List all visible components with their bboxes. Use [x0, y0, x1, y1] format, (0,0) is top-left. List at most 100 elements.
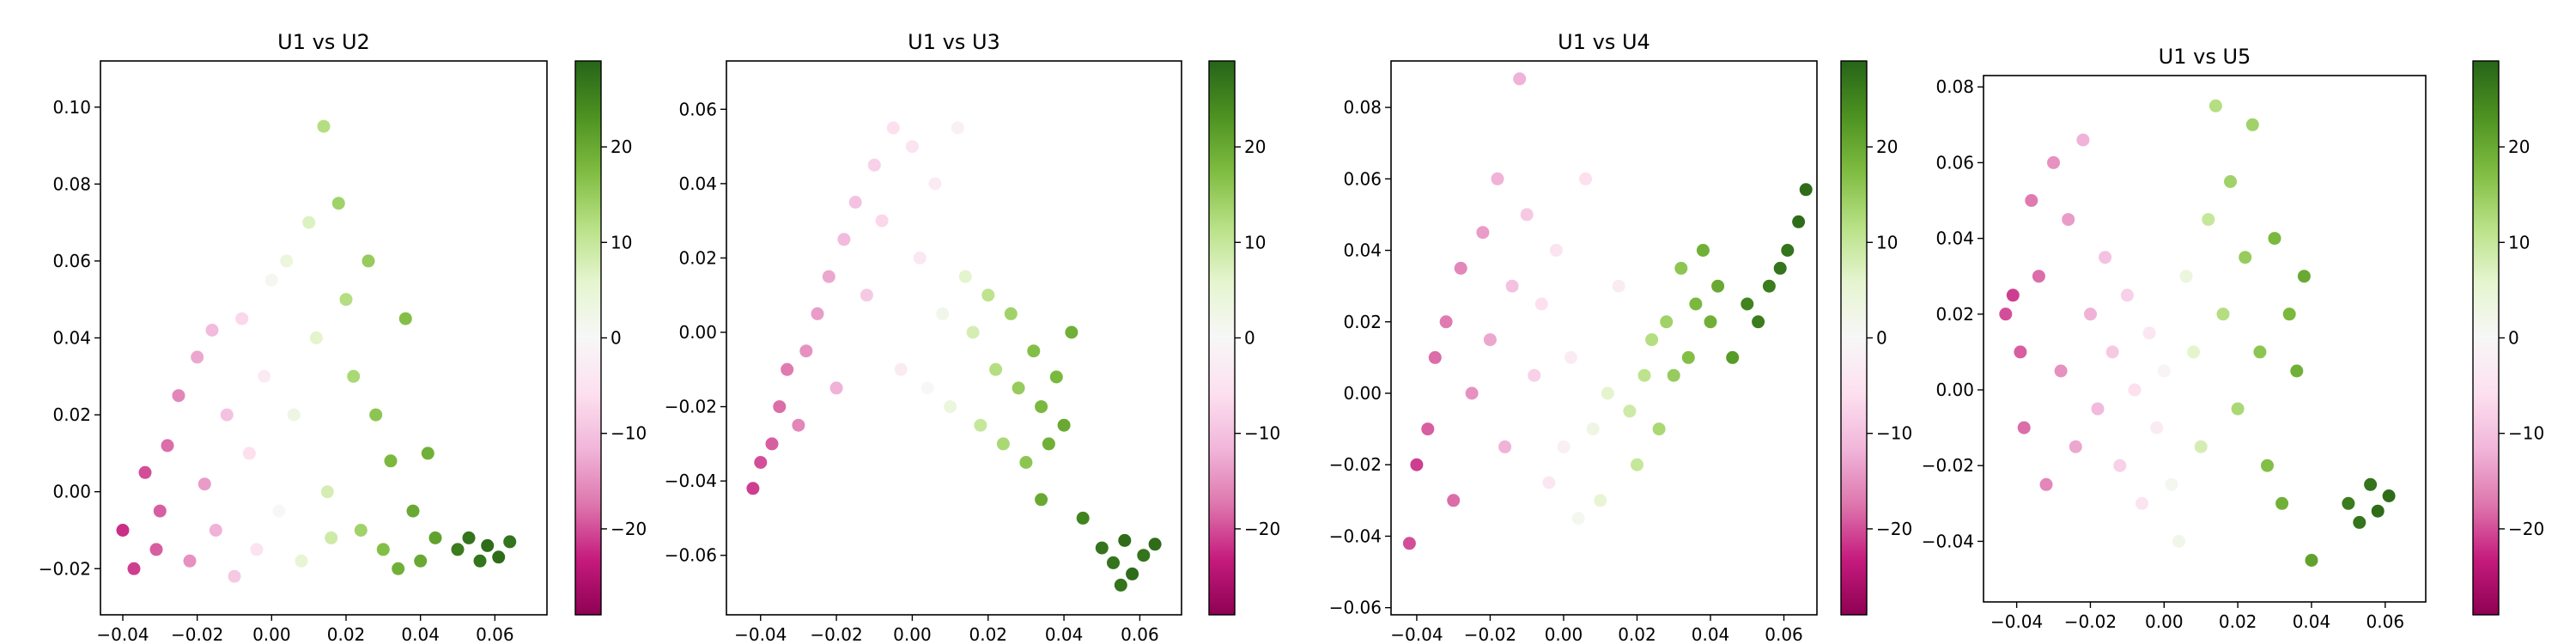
scatter-point	[2054, 364, 2068, 378]
scatter-point	[2128, 383, 2142, 397]
x-tick-label: 0.00	[2145, 611, 2184, 632]
scatter-point	[2136, 496, 2148, 510]
x-tick-label: 0.00	[893, 624, 932, 644]
scatter-points	[746, 121, 1162, 592]
x-tick-label: 0.02	[2219, 611, 2257, 632]
scatter-point	[2297, 270, 2311, 283]
scatter-point	[951, 121, 964, 135]
scatter-point	[1773, 261, 1787, 275]
scatter-point	[1652, 422, 1666, 436]
x-tick-label: 0.00	[252, 624, 291, 644]
scatter-point	[886, 121, 900, 135]
scatter-point	[989, 362, 1003, 376]
y-tick-label: 0.04	[52, 328, 91, 349]
y-tick-label: 0.04	[1343, 240, 1382, 261]
colorbar-tick-label: −10	[2508, 423, 2544, 444]
y-tick-label: 0.00	[1935, 380, 1974, 400]
scatter-point	[1114, 578, 1127, 592]
scatter-point	[2208, 99, 2222, 112]
scatter-point	[258, 369, 271, 383]
scatter-point	[414, 554, 428, 568]
colorbar-gradient	[1841, 61, 1867, 615]
y-tick-label: 0.06	[1935, 152, 1974, 173]
scatter-point	[2353, 515, 2366, 529]
scatter-point	[894, 362, 908, 376]
y-tick-label: 0.02	[52, 404, 91, 425]
scatter-points	[1999, 99, 2396, 567]
y-tick-label: 0.02	[678, 247, 717, 268]
scatter-point	[944, 400, 957, 414]
scatter-point	[264, 273, 278, 287]
scatter-point	[1681, 350, 1695, 364]
colorbar-tick-label: 0	[1876, 328, 1887, 349]
colorbar-tick-label: −10	[1876, 423, 1912, 444]
scatter-point	[320, 485, 334, 499]
scatter-point	[2382, 489, 2396, 502]
scatter-point	[1542, 476, 1556, 489]
scatter-point	[242, 447, 256, 460]
colorbar-tick-label: −10	[1244, 423, 1280, 444]
scatter-point	[280, 254, 294, 268]
colorbar-tick-label: −20	[1244, 519, 1280, 539]
scatter-point	[302, 216, 316, 229]
scatter-point	[1465, 386, 1479, 400]
scatter-point	[1004, 307, 1018, 320]
scatter-point	[1752, 315, 1765, 329]
scatter-point	[2120, 289, 2134, 302]
scatter-point	[428, 531, 442, 544]
x-tick-label: 0.04	[2293, 611, 2331, 632]
scatter-point	[829, 381, 843, 395]
scatter-point	[2216, 307, 2230, 321]
scatter-point	[492, 550, 506, 564]
scatter-point	[2342, 496, 2355, 510]
scatter-point	[958, 270, 972, 283]
colorbar-tick-label: −20	[2508, 519, 2544, 539]
scatter-point	[2150, 421, 2164, 434]
x-tick-label: 0.04	[1692, 624, 1730, 644]
y-tick-label: 0.04	[678, 173, 717, 194]
x-tick-label: 0.06	[1121, 624, 1159, 644]
scatter-point	[848, 196, 862, 209]
scatter-point	[811, 307, 824, 320]
panel-title: U1 vs U4	[1558, 30, 1650, 54]
y-tick-label: 0.06	[678, 99, 717, 119]
x-tick-label: 0.04	[1045, 624, 1084, 644]
scatter-point	[473, 554, 487, 568]
scatter-point	[1612, 279, 1625, 293]
scatter-point	[1447, 494, 1461, 507]
scatter-point	[1118, 533, 1132, 547]
colorbar-tick-label: 20	[2508, 137, 2530, 157]
x-tick-label: 0.02	[327, 624, 366, 644]
colorbar-tick-label: −10	[611, 423, 647, 444]
scatter-point	[2032, 270, 2045, 283]
scatter-point	[503, 535, 517, 549]
scatter-point	[913, 251, 927, 264]
scatter-point	[966, 325, 980, 339]
y-tick-label: 0.02	[1935, 304, 1974, 325]
scatter-panel-1: U1 vs U2 −0.04 −0.02 0.00 0.02 0.04 0.06 −0.02 0…	[39, 30, 647, 644]
scatter-point	[1799, 183, 1813, 197]
scatter-point	[1137, 549, 1151, 562]
scatter-point	[1594, 494, 1607, 507]
colorbar: −20 −10 0 10 20	[2472, 60, 2544, 616]
scatter-point	[462, 531, 476, 544]
y-tick-label: −0.04	[1922, 531, 1974, 551]
scatter-point	[197, 477, 211, 491]
scatter-point	[781, 362, 794, 376]
scatter-point	[1402, 537, 1416, 550]
scatter-point	[1042, 437, 1055, 451]
scatter-point	[867, 158, 881, 172]
y-tick-label: −0.02	[665, 397, 717, 417]
x-tick-label: 0.06	[476, 624, 514, 644]
scatter-point	[1601, 386, 1614, 400]
y-tick-label: −0.04	[1329, 526, 1382, 546]
colorbar-gradient	[575, 61, 601, 615]
scatter-point	[2047, 155, 2060, 169]
scatter-point	[2084, 307, 2097, 321]
scatter-point	[1065, 325, 1078, 339]
scatter-point	[161, 439, 174, 453]
scatter-point	[209, 524, 222, 537]
scatter-point	[1428, 350, 1442, 364]
colorbar-tick-label: 0	[611, 328, 622, 349]
scatter-point	[1571, 512, 1585, 526]
